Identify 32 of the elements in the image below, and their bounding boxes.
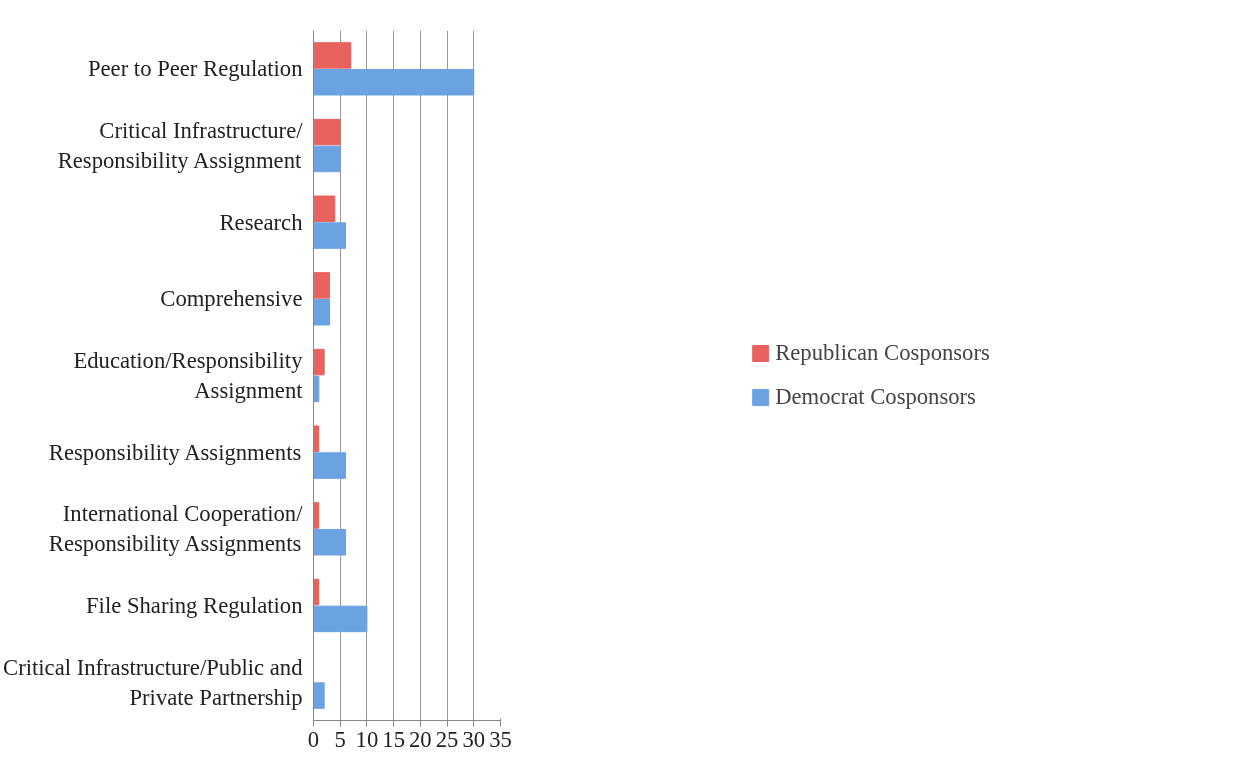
x-tick-label: 30 (462, 726, 486, 752)
bar (313, 42, 352, 69)
y-tick-label: Comprehensive (160, 286, 303, 312)
y-tick-label: Responsibility Assignments (48, 439, 302, 465)
legend-label: Democrat Cosponsors (775, 384, 976, 410)
x-tick-label: 5 (334, 726, 346, 752)
x-tick-label: 15 (382, 726, 405, 752)
bar (313, 69, 475, 96)
bar (313, 605, 368, 633)
bar (313, 145, 341, 173)
bar (313, 529, 347, 556)
y-tick-label: International Cooperation/ Responsibility Assignments (48, 501, 304, 557)
x-tick-label: 20 (409, 726, 432, 752)
x-tick-label: 0 (307, 726, 320, 752)
legend-label: Republican Cosponsors (775, 340, 990, 366)
bar (313, 452, 347, 479)
y-tick-label: File Sharing Regulation (86, 593, 303, 618)
y-tick-label: Research (219, 209, 304, 235)
bar (313, 682, 325, 709)
bar (313, 118, 341, 146)
y-tick-label: Critical Infrastructure/Public and Private Partnership (3, 654, 304, 710)
y-tick-label: Education/Responsibility Assignment (73, 348, 304, 403)
y-tick-label: Peer to Peer Regulation (87, 56, 303, 82)
bar (313, 195, 336, 222)
bar (313, 222, 347, 249)
x-tick-label: 25 (435, 726, 459, 752)
bar (313, 348, 325, 376)
bar (313, 299, 331, 326)
y-tick-label: Critical Infrastructure/ Responsibility Assignment (57, 118, 304, 173)
x-tick-label: 10 (355, 726, 379, 752)
x-tick-label: 35 (489, 726, 512, 752)
bar (313, 272, 331, 299)
